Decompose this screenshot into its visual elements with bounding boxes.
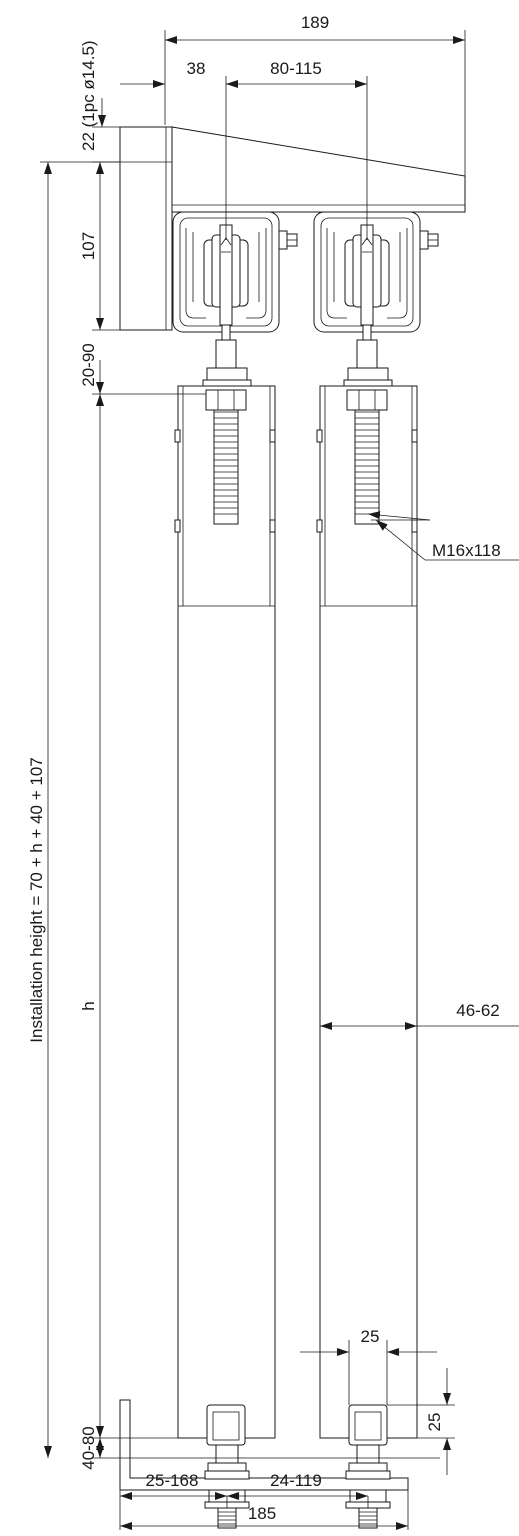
- label-thread-callout: M16x118: [432, 541, 501, 560]
- label-guide-height: 25: [425, 1413, 444, 1432]
- label-door-thickness: 46-62: [456, 1001, 499, 1020]
- label-floor-gap: 40-80: [79, 1426, 98, 1469]
- wall-bracket: [119, 126, 466, 331]
- label-door-height: h: [79, 1001, 98, 1010]
- label-guide-width: 25: [361, 1327, 380, 1346]
- dimension-lines: [40, 30, 519, 1530]
- label-adjust-range: 20-90: [79, 343, 98, 386]
- label-bottom-overall: 185: [248, 1504, 276, 1523]
- label-top-offset: 22 (1pc ø14.5): [79, 40, 98, 151]
- dimension-labels: 189 38 80-115 22 (1pc ø14.5) 107 20-90 M…: [27, 13, 501, 1523]
- label-rail-spacing: 80-115: [270, 59, 322, 78]
- door-right: [316, 385, 418, 1439]
- label-189: 189: [301, 13, 329, 32]
- bottom-guide-right: [345, 1404, 391, 1529]
- label-bottom-left: 25-168: [146, 1471, 199, 1490]
- hanger-right: [343, 324, 393, 387]
- label-track-height: 107: [79, 232, 98, 260]
- hanger-left: [202, 324, 252, 387]
- track-rail-right: [313, 211, 439, 333]
- thread-left: [214, 411, 238, 515]
- label-38: 38: [187, 59, 206, 78]
- door-left: [174, 385, 276, 1439]
- bottom-guide-left: [204, 1404, 250, 1529]
- label-bottom-mid: 24-119: [270, 1471, 322, 1490]
- thread-right: [355, 411, 379, 515]
- label-installation-height: Installation height = 70 + h + 40 + 107: [27, 757, 46, 1042]
- track-rail-left: [172, 211, 298, 333]
